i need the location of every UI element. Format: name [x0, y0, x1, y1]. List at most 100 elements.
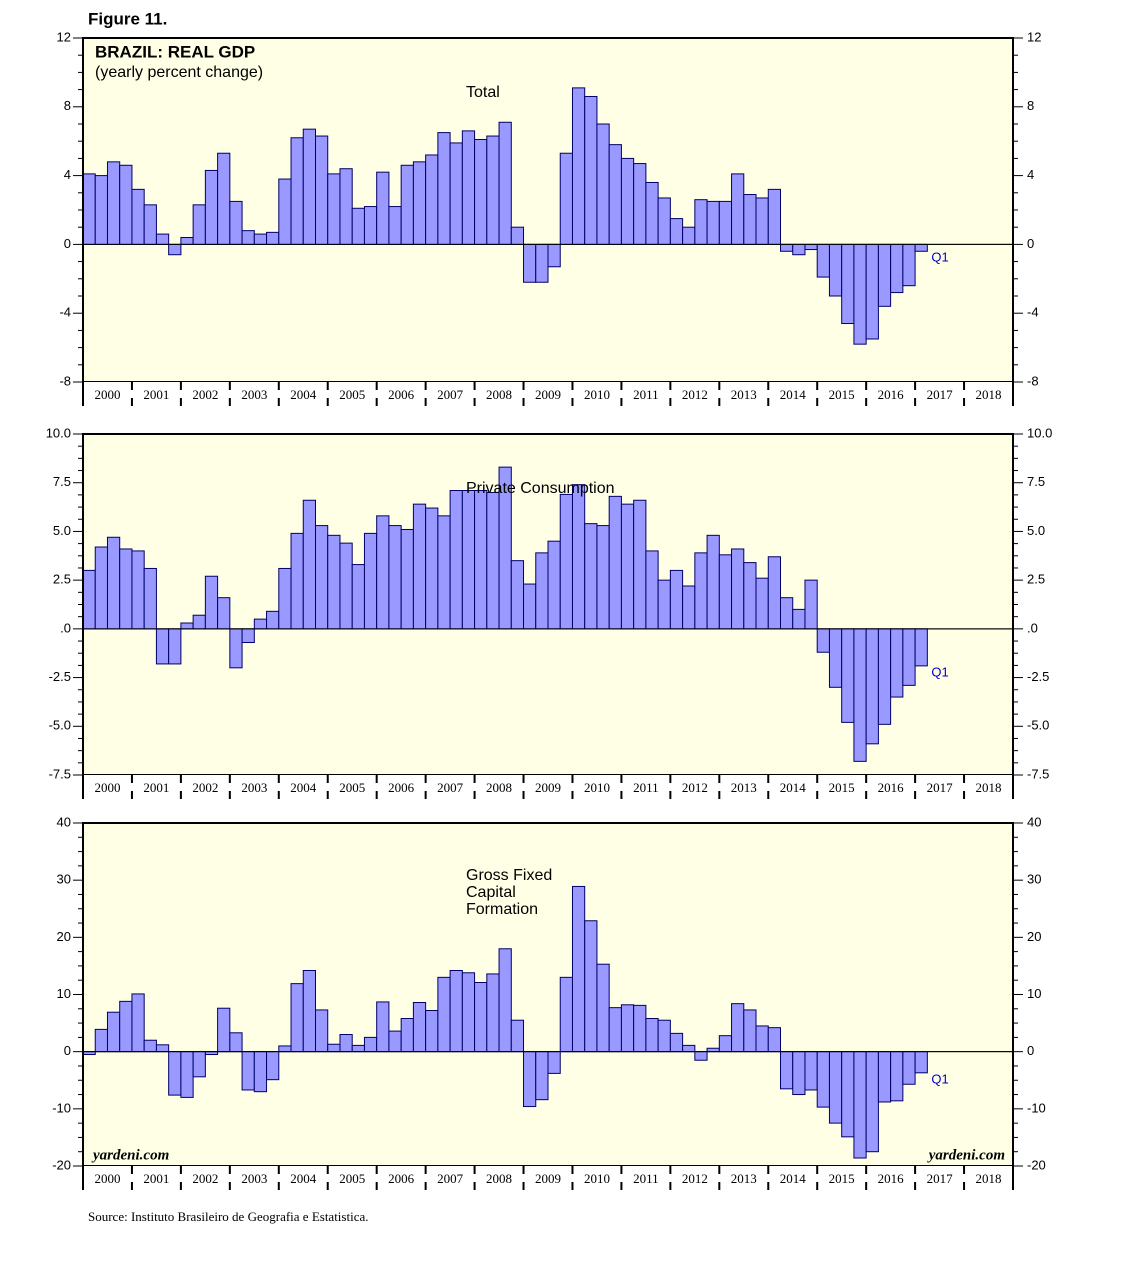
bar — [131, 550, 145, 630]
x-tick-label: 2018 — [976, 387, 1002, 402]
x-tick-label: 2003 — [241, 1171, 267, 1186]
x-tick-label: 2013 — [731, 780, 757, 795]
bar — [755, 1025, 769, 1053]
bar — [890, 243, 904, 294]
bar — [278, 1045, 292, 1053]
bar — [437, 976, 451, 1053]
x-tick-label: 2016 — [878, 780, 905, 795]
bar — [792, 608, 806, 630]
y-tick-label: -5.0 — [49, 718, 71, 733]
bar — [828, 243, 843, 297]
bar — [547, 1051, 561, 1074]
bar — [620, 503, 635, 630]
y-tick-label: 12 — [57, 29, 71, 44]
bar — [217, 152, 231, 245]
x-tick-label: 2010 — [584, 387, 610, 402]
bar — [865, 243, 879, 340]
bar — [828, 628, 843, 688]
x-tick-label: 2017 — [927, 780, 954, 795]
y-tick-label: 7.5 — [53, 474, 71, 489]
bar — [376, 1001, 390, 1053]
y-tick-label: 40 — [1027, 814, 1041, 829]
bar — [363, 1036, 378, 1053]
x-tick-label: 2011 — [633, 387, 659, 402]
bar — [816, 628, 830, 653]
x-tick-label: 2018 — [976, 1171, 1002, 1186]
bar — [510, 226, 525, 245]
bar — [412, 161, 427, 245]
bar — [535, 243, 549, 283]
bar — [339, 542, 353, 630]
bar — [718, 1035, 733, 1053]
bar — [168, 1051, 182, 1096]
bar — [425, 507, 439, 630]
bar — [877, 1051, 892, 1103]
bar — [657, 579, 671, 630]
x-tick-label: 2015 — [829, 780, 855, 795]
y-tick-label: 0 — [64, 1043, 71, 1058]
bar — [584, 920, 598, 1053]
bar — [633, 163, 647, 245]
x-tick-label: 2009 — [535, 387, 561, 402]
bar — [877, 628, 892, 725]
x-tick-label: 2002 — [192, 1171, 218, 1186]
y-tick-label: 10.0 — [1027, 425, 1052, 440]
bar — [645, 1018, 659, 1053]
bar — [669, 1032, 684, 1053]
bar — [694, 1051, 708, 1061]
y-tick-label: 2.5 — [53, 572, 71, 587]
bar — [596, 963, 610, 1053]
series-label: Gross Fixed Capital Formation — [466, 867, 553, 918]
bar — [474, 490, 488, 630]
x-tick-label: 2004 — [290, 387, 317, 402]
bar — [290, 983, 304, 1053]
bar — [400, 164, 414, 245]
bar — [425, 154, 439, 245]
bar — [780, 1051, 794, 1090]
x-tick-label: 2006 — [388, 1171, 415, 1186]
y-tick-label: -5.0 — [1027, 718, 1049, 733]
bar — [437, 132, 451, 245]
bar — [192, 1051, 206, 1078]
x-tick-label: 2011 — [633, 1171, 659, 1186]
bar — [278, 178, 292, 245]
bar — [498, 948, 512, 1053]
bar — [792, 243, 806, 256]
bar — [253, 1051, 268, 1093]
bar — [290, 137, 304, 245]
bar — [327, 534, 341, 630]
bar — [890, 1051, 904, 1102]
bar — [412, 1002, 427, 1053]
x-tick-label: 2015 — [829, 1171, 855, 1186]
bar — [94, 1028, 108, 1053]
bar — [645, 550, 659, 630]
x-tick-label: 2002 — [192, 780, 218, 795]
bar — [523, 243, 537, 283]
x-tick-label: 2017 — [927, 387, 954, 402]
y-tick-label: -10 — [52, 1100, 71, 1115]
bar — [731, 548, 745, 630]
y-tick-label: 7.5 — [1027, 474, 1045, 489]
bar — [620, 1004, 635, 1053]
bar — [449, 969, 463, 1053]
bar — [143, 567, 157, 630]
bar — [131, 993, 145, 1053]
bar — [669, 218, 684, 245]
y-tick-label: -4 — [59, 305, 71, 320]
bar — [278, 567, 292, 630]
bar — [449, 142, 463, 245]
y-tick-label: 2.5 — [1027, 572, 1045, 587]
bar — [914, 628, 928, 667]
bar — [780, 597, 794, 630]
bar — [241, 628, 255, 643]
bar — [351, 1044, 365, 1053]
bar — [559, 976, 573, 1053]
y-tick-label: 0 — [64, 236, 71, 251]
bar — [486, 973, 500, 1053]
bar — [180, 1051, 194, 1098]
bar — [828, 1051, 843, 1124]
bar — [143, 1039, 157, 1053]
bar — [94, 175, 108, 245]
bar — [718, 200, 733, 245]
